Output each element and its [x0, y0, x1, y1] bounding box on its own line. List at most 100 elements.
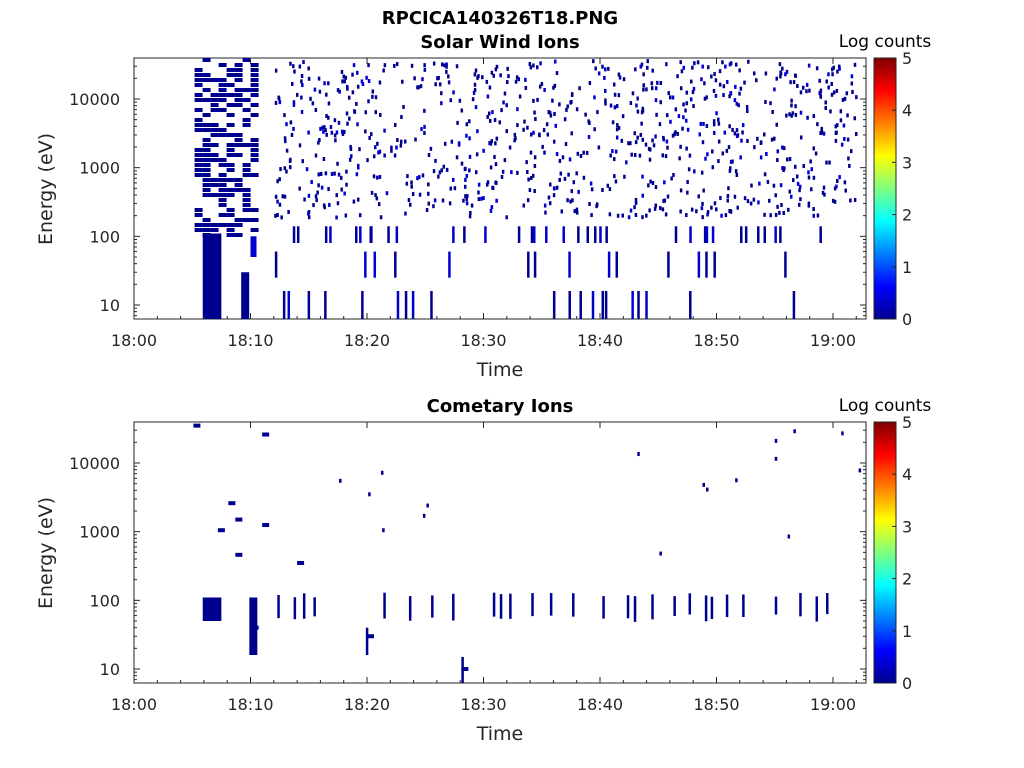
count-cell [342, 74, 346, 79]
count-cell [576, 151, 580, 156]
count-cell [764, 71, 768, 76]
count-cell [712, 88, 716, 93]
count-cell [617, 72, 621, 77]
count-cell [601, 64, 604, 69]
count-cell [778, 62, 782, 67]
count-cell [292, 226, 296, 243]
count-cell [226, 123, 235, 127]
count-cell [427, 201, 431, 206]
count-cell [476, 129, 479, 134]
count-cell [327, 101, 331, 106]
count-cell [711, 149, 714, 154]
count-cell [418, 192, 422, 197]
count-cell [490, 70, 494, 75]
count-cell [763, 212, 766, 217]
count-cell [772, 183, 776, 188]
count-cell [377, 150, 380, 155]
count-cell [819, 92, 822, 97]
count-cell [327, 187, 330, 192]
x-tick-label: 18:10 [227, 331, 273, 350]
count-cell [816, 213, 820, 218]
count-cell [679, 144, 682, 149]
count-cell [194, 223, 203, 227]
count-cell [763, 226, 767, 243]
count-cell [802, 164, 805, 169]
count-cell [575, 171, 578, 176]
count-cell [810, 167, 814, 172]
count-cell [440, 91, 443, 96]
colorbar-gradient [873, 421, 897, 684]
count-cell [423, 131, 426, 136]
count-cell [234, 93, 243, 97]
count-cell [356, 163, 360, 168]
colorbar-tick-label: 0 [902, 310, 912, 329]
count-cell [210, 193, 219, 197]
count-cell [303, 197, 306, 202]
count-cell [739, 155, 742, 160]
count-cell [465, 133, 468, 138]
count-cell [396, 138, 399, 143]
count-cell [642, 72, 645, 77]
count-cell [242, 173, 251, 177]
count-cell [210, 153, 219, 157]
count-cell [311, 101, 315, 106]
count-cell [746, 109, 749, 114]
count-cell [448, 201, 452, 206]
cometary-axes: 18:00 18:10 18:20 18:30 18:40 18:50 19:00 10 100… [69, 422, 866, 714]
count-cell [395, 145, 398, 150]
count-cell [465, 201, 469, 206]
count-cell [593, 95, 596, 100]
count-cell [242, 98, 251, 102]
count-cell [658, 122, 662, 127]
count-cell [601, 187, 604, 192]
count-cell [423, 63, 426, 68]
count-cell [779, 71, 783, 76]
count-cell [313, 87, 317, 92]
count-cell [586, 226, 590, 243]
count-cell [235, 517, 243, 522]
count-block [249, 597, 258, 655]
count-cell [368, 135, 371, 140]
count-cell [302, 593, 306, 619]
count-cell [202, 73, 211, 77]
count-cell [250, 138, 259, 142]
count-cell [430, 290, 433, 319]
count-cell [226, 168, 235, 172]
count-cell [653, 206, 657, 211]
count-cell [289, 157, 292, 162]
count-cell [727, 145, 731, 150]
count-cell [437, 174, 440, 179]
count-cell [368, 492, 371, 497]
colorbar-tick-label: 5 [902, 413, 912, 432]
count-cell [712, 119, 716, 124]
count-cell [743, 80, 746, 85]
count-cell [477, 190, 480, 195]
count-cell [789, 194, 793, 199]
count-cell [678, 156, 681, 161]
count-cell [345, 182, 348, 187]
count-cell [711, 165, 715, 170]
count-cell [609, 103, 613, 108]
count-cell [725, 148, 729, 153]
count-cell [853, 62, 857, 67]
count-cell [242, 123, 251, 127]
count-cell [492, 73, 495, 78]
count-cell [488, 111, 491, 116]
count-cell [226, 163, 235, 167]
count-cell [682, 65, 686, 70]
count-cell [701, 215, 704, 220]
count-cell [202, 113, 211, 117]
count-cell [277, 95, 280, 100]
count-cell [327, 115, 330, 120]
count-cell [378, 80, 382, 85]
count-cell [638, 153, 642, 158]
count-cell [380, 470, 384, 475]
count-cell [615, 251, 619, 278]
count-cell [752, 71, 756, 76]
count-cell [453, 186, 457, 191]
count-cell [689, 226, 692, 243]
count-cell [774, 226, 777, 243]
x-tick-label: 19:00 [810, 695, 856, 714]
count-cell [549, 113, 553, 118]
count-cell [393, 63, 396, 68]
